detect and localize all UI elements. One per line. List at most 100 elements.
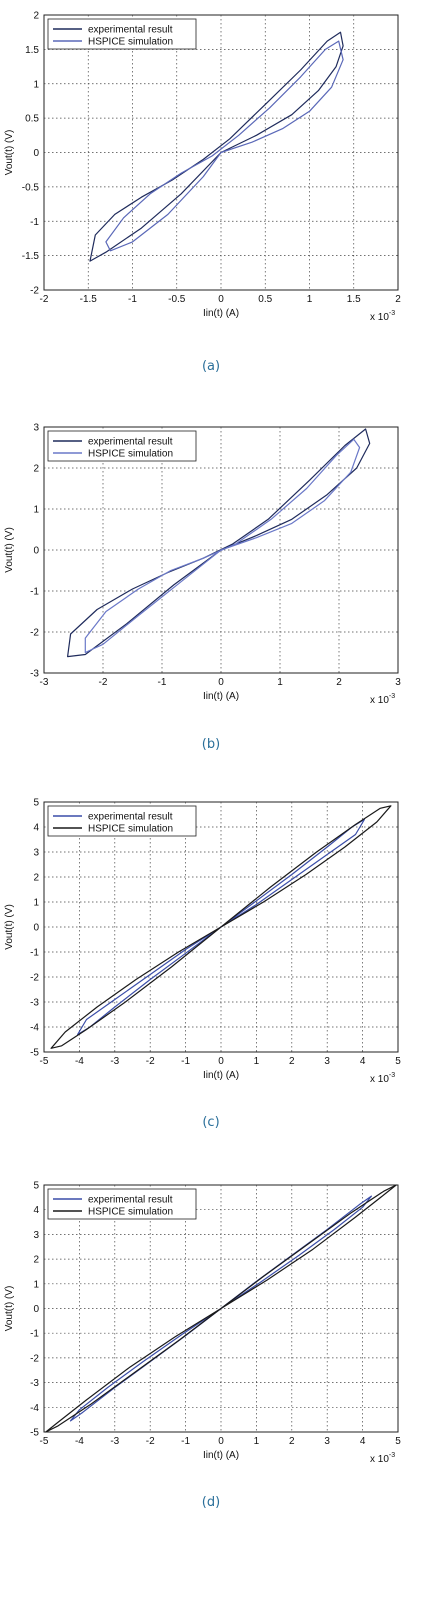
- legend-entry: HSPICE simulation: [88, 449, 173, 460]
- x-tick-label: -2: [40, 294, 49, 305]
- y-tick-label: -1: [30, 1329, 39, 1340]
- legend-box: [47, 430, 197, 462]
- x-tick-label: -1.5: [80, 294, 98, 305]
- x-tick-label: -3: [40, 677, 49, 688]
- legend-entry: HSPICE simulation: [88, 1207, 173, 1218]
- x-tick-label: 0: [218, 1056, 224, 1067]
- y-axis-label: Vout(t) (V): [4, 1286, 15, 1332]
- series-line-1: [67, 428, 371, 658]
- x-axis-label: Iin(t) (A): [203, 691, 239, 702]
- y-tick-label: -0.5: [22, 182, 40, 193]
- y-tick-label: 0: [33, 1304, 39, 1315]
- legend-entry: HSPICE simulation: [88, 824, 173, 835]
- y-tick-label: -3: [30, 1378, 39, 1389]
- y-tick-label: -4: [30, 1403, 39, 1414]
- x-tick-label: -1: [181, 1436, 190, 1447]
- series-line-2: [84, 438, 361, 654]
- x-tick-label: 1.5: [347, 294, 361, 305]
- x-tick-label: 3: [324, 1056, 330, 1067]
- y-tick-label: -2: [30, 973, 39, 984]
- y-tick-label: 2: [33, 464, 39, 475]
- x-tick-label: -1: [158, 677, 167, 688]
- x-tick-label: -5: [40, 1436, 49, 1447]
- x-tick-label: 2: [289, 1056, 295, 1067]
- y-tick-label: -2: [30, 286, 39, 297]
- x-tick-label: 0.5: [258, 294, 272, 305]
- y-tick-label: 3: [33, 1230, 39, 1241]
- x-tick-label: 1: [277, 677, 283, 688]
- x-tick-label: 0: [218, 1436, 224, 1447]
- y-tick-label: -2: [30, 628, 39, 639]
- series-line-2: [50, 805, 392, 1049]
- y-tick-label: -5: [30, 1428, 39, 1439]
- x-tick-label: 5: [395, 1436, 401, 1447]
- y-tick-label: 3: [33, 423, 39, 434]
- x-tick-label: 0: [218, 677, 224, 688]
- y-tick-label: 4: [33, 1205, 39, 1216]
- y-tick-label: 2: [33, 873, 39, 884]
- y-tick-label: 1: [33, 505, 39, 516]
- y-tick-label: -2: [30, 1353, 39, 1364]
- x-tick-label: 2: [336, 677, 342, 688]
- x-tick-label: 1: [254, 1056, 260, 1067]
- y-tick-label: 1.5: [25, 45, 39, 56]
- y-tick-label: -3: [30, 998, 39, 1009]
- x-tick-label: -2: [146, 1056, 155, 1067]
- x-tick-label: 2: [395, 294, 401, 305]
- panel-caption: (c): [202, 1115, 219, 1130]
- x-tick-label: -2: [146, 1436, 155, 1447]
- y-axis-label: Vout(t) (V): [4, 904, 15, 950]
- legend-entry: experimental result: [88, 25, 173, 36]
- y-tick-label: 0: [33, 546, 39, 557]
- panel-caption: (a): [202, 359, 220, 374]
- x-tick-label: 3: [324, 1436, 330, 1447]
- y-tick-label: 0: [33, 923, 39, 934]
- y-tick-label: -3: [30, 669, 39, 680]
- x-tick-label: 3: [395, 677, 401, 688]
- series-line-1: [89, 31, 344, 262]
- x-tick-label: -5: [40, 1056, 49, 1067]
- x-tick-label: -2: [99, 677, 108, 688]
- y-tick-label: 5: [33, 1181, 39, 1192]
- y-tick-label: 3: [33, 848, 39, 859]
- y-tick-label: 1: [33, 79, 39, 90]
- chart-panel-3: -5 -4 -3 -2 -1 0 1 2 3 4 5 -5 -4 -3 -2 -1 0 1 2 3 4 5 Iin(t) (…: [4, 798, 401, 1131]
- series-line-2: [45, 1184, 397, 1433]
- x-tick-label: 2: [289, 1436, 295, 1447]
- x-tick-label: 1: [254, 1436, 260, 1447]
- legend-entry: experimental result: [88, 1195, 173, 1206]
- y-tick-label: -1.5: [22, 251, 40, 262]
- chart-panel-1: -2 -1.5 -1 -0.5 0 0.5 1 1.5 2 -2 -1.5 -1 -0.5 0 0.5 1 1.…: [4, 11, 401, 375]
- x-tick-label: 0: [218, 294, 224, 305]
- x-axis-multiplier: x 10-3: [370, 1072, 395, 1085]
- y-tick-label: 1: [33, 1279, 39, 1290]
- panel-caption: (b): [202, 737, 220, 752]
- legend-entry: HSPICE simulation: [88, 37, 173, 48]
- y-tick-label: 2: [33, 11, 39, 22]
- x-tick-label: -4: [75, 1056, 84, 1067]
- y-tick-label: -5: [30, 1048, 39, 1059]
- x-tick-label: 1: [307, 294, 313, 305]
- legend-box: [47, 18, 197, 50]
- x-tick-label: -1: [128, 294, 137, 305]
- x-tick-label: -1: [181, 1056, 190, 1067]
- x-axis-multiplier: x 10-3: [370, 310, 395, 323]
- x-tick-label: -4: [75, 1436, 84, 1447]
- y-tick-label: -1: [30, 948, 39, 959]
- y-tick-label: -4: [30, 1023, 39, 1034]
- panel-caption: (d): [202, 1495, 220, 1510]
- chart-panel-2: -3 -2 -1 0 1 2 3 -3 -2 -1 0 1 2 3 Iin(t) (A) Vout(t) (V…: [4, 423, 401, 753]
- x-tick-label: 4: [360, 1436, 366, 1447]
- legend-box: [47, 805, 197, 837]
- series-line-2: [105, 40, 344, 252]
- y-tick-label: 2: [33, 1255, 39, 1266]
- y-tick-label: 1: [33, 898, 39, 909]
- y-tick-label: 0: [33, 148, 39, 159]
- legend-entry: experimental result: [88, 812, 173, 823]
- x-axis-label: Iin(t) (A): [203, 1070, 239, 1081]
